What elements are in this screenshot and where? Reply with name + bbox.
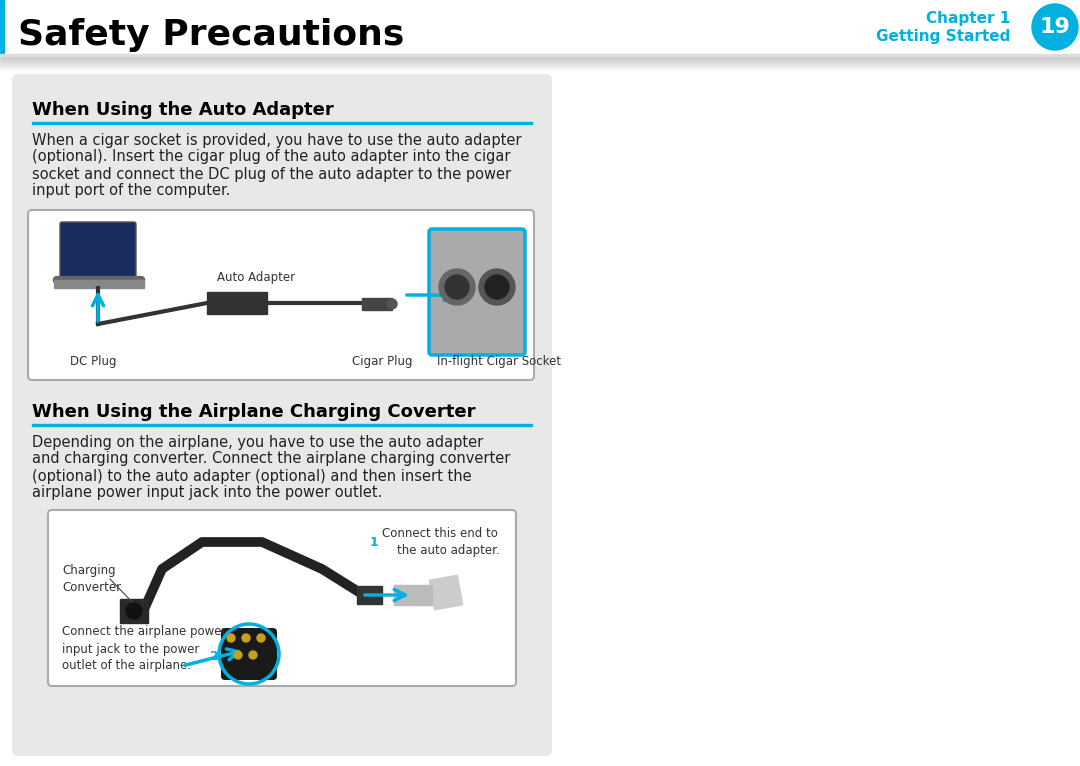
Bar <box>0 56 1080 57</box>
Bar <box>0 60 1080 61</box>
FancyBboxPatch shape <box>48 510 516 686</box>
Bar <box>207 292 267 314</box>
Bar <box>32 122 532 123</box>
Bar <box>0 68 1080 69</box>
Text: (optional) to the auto adapter (optional) and then insert the: (optional) to the auto adapter (optional… <box>32 469 472 483</box>
Bar <box>0 57 1080 58</box>
Circle shape <box>249 651 257 659</box>
FancyBboxPatch shape <box>60 222 136 280</box>
Text: Connect this end to
    the auto adapter.: Connect this end to the auto adapter. <box>382 527 500 557</box>
Bar <box>357 586 382 604</box>
Circle shape <box>445 275 469 299</box>
Text: 2: 2 <box>210 650 219 663</box>
FancyBboxPatch shape <box>28 210 534 380</box>
Bar <box>0 0 4 55</box>
Text: and charging converter. Connect the airplane charging converter: and charging converter. Connect the airp… <box>32 451 511 466</box>
Text: Charging
Converter: Charging Converter <box>62 564 121 594</box>
FancyBboxPatch shape <box>221 628 276 680</box>
Bar <box>0 59 1080 60</box>
Bar <box>0 67 1080 68</box>
Circle shape <box>242 634 249 642</box>
Text: Safety Precautions: Safety Precautions <box>18 18 404 52</box>
Bar <box>0 69 1080 70</box>
Circle shape <box>126 603 141 619</box>
FancyArrow shape <box>394 585 432 605</box>
Text: When a cigar socket is provided, you have to use the auto adapter: When a cigar socket is provided, you hav… <box>32 133 522 148</box>
Text: Auto Adapter: Auto Adapter <box>217 271 295 284</box>
Circle shape <box>387 299 397 309</box>
Circle shape <box>438 269 475 305</box>
Bar <box>0 70 1080 71</box>
Text: In-flight Cigar Socket: In-flight Cigar Socket <box>437 355 562 368</box>
Bar <box>362 298 392 310</box>
Text: Chapter 1: Chapter 1 <box>926 11 1010 25</box>
Bar <box>0 66 1080 67</box>
Bar <box>0 61 1080 62</box>
Text: airplane power input jack into the power outlet.: airplane power input jack into the power… <box>32 486 382 500</box>
Text: socket and connect the DC plug of the auto adapter to the power: socket and connect the DC plug of the au… <box>32 166 511 182</box>
Bar <box>0 65 1080 66</box>
Text: 1: 1 <box>370 535 379 548</box>
Text: When Using the Auto Adapter: When Using the Auto Adapter <box>32 101 334 119</box>
Bar <box>54 280 144 288</box>
Text: Cigar Plug: Cigar Plug <box>352 355 413 368</box>
Circle shape <box>480 269 515 305</box>
Bar <box>120 599 148 623</box>
FancyBboxPatch shape <box>429 229 525 355</box>
Text: DC Plug: DC Plug <box>70 355 117 368</box>
Text: (optional). Insert the cigar plug of the auto adapter into the cigar: (optional). Insert the cigar plug of the… <box>32 149 511 165</box>
Text: input port of the computer.: input port of the computer. <box>32 184 230 198</box>
Text: Depending on the airplane, you have to use the auto adapter: Depending on the airplane, you have to u… <box>32 434 483 450</box>
Text: Connect the airplane power
input jack to the power
outlet of the airplane.: Connect the airplane power input jack to… <box>62 626 227 673</box>
Circle shape <box>234 651 242 659</box>
Circle shape <box>257 634 265 642</box>
Bar <box>0 62 1080 63</box>
Bar <box>32 424 532 425</box>
Bar <box>0 64 1080 65</box>
Text: Getting Started: Getting Started <box>876 28 1010 44</box>
FancyArrow shape <box>430 575 462 610</box>
Text: 19: 19 <box>1040 17 1070 37</box>
Circle shape <box>1032 4 1078 50</box>
Circle shape <box>485 275 509 299</box>
Text: When Using the Airplane Charging Coverter: When Using the Airplane Charging Coverte… <box>32 403 475 421</box>
FancyBboxPatch shape <box>12 74 552 756</box>
Bar <box>0 54 1080 56</box>
Circle shape <box>227 634 235 642</box>
Bar <box>0 58 1080 59</box>
Bar <box>0 63 1080 64</box>
